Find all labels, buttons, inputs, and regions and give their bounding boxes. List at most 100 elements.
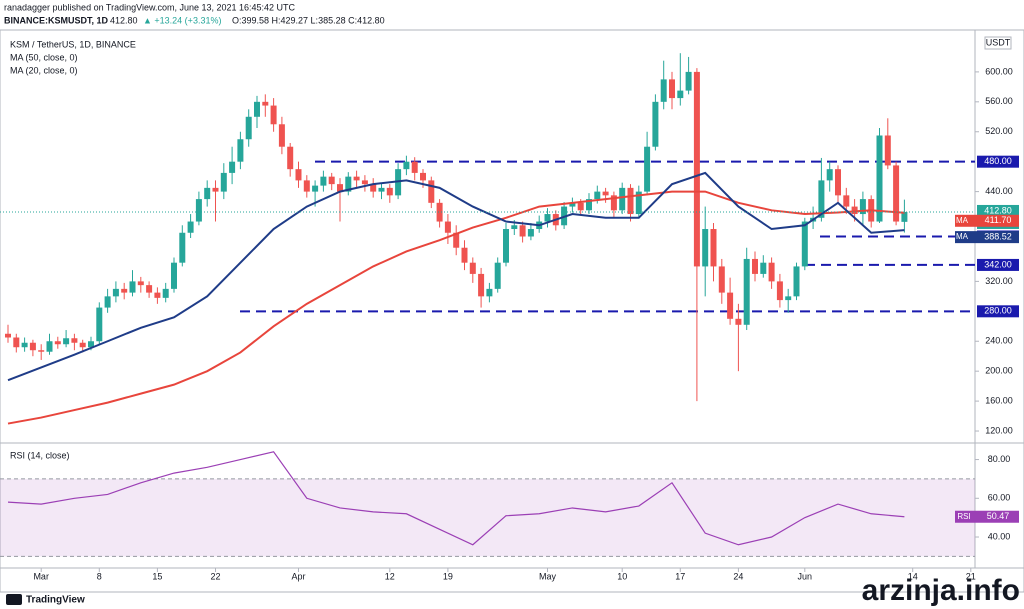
candle-body — [619, 187, 626, 211]
x-tick-label: 17 — [675, 571, 685, 581]
candle-body — [29, 342, 36, 351]
frame — [0, 29, 1024, 593]
candle-body — [361, 180, 368, 185]
rsi-band — [0, 478, 975, 557]
candle-body — [204, 187, 211, 200]
chart-title: KSM / TetherUS, 1D, BINANCE — [10, 39, 136, 49]
level-tag — [977, 155, 1019, 168]
candle-body — [71, 338, 78, 343]
x-tick-label: 21 — [966, 571, 976, 581]
rsi-line — [7, 451, 905, 546]
last-price: 412.80 — [110, 15, 138, 25]
rsi-tick-label: 40.00 — [988, 531, 1011, 541]
x-tick-label: May — [539, 571, 557, 581]
x-tick-label: Apr — [291, 571, 305, 581]
candle-body — [46, 341, 53, 352]
x-tick-label: 12 — [385, 571, 395, 581]
candle-body — [137, 281, 144, 286]
y-tick-label: 560.00 — [985, 96, 1013, 106]
candle-body — [785, 296, 792, 301]
legend-ma20: MA (20, close, 0) — [10, 65, 78, 75]
rsi-tag-name: RSI — [957, 512, 970, 521]
x-tick-label: 24 — [733, 571, 743, 581]
candle-body — [403, 161, 410, 170]
x-tick-label: 10 — [617, 571, 627, 581]
candle-body — [428, 180, 435, 203]
candle-body — [38, 350, 45, 352]
candle-body — [5, 333, 11, 338]
candle-body — [876, 135, 883, 222]
candle-body — [586, 199, 592, 211]
header: ranadagger published on TradingView.com,… — [4, 2, 296, 12]
candle-body — [112, 288, 119, 297]
candle-body — [345, 176, 352, 192]
candle-body — [776, 281, 783, 301]
y-tick-label: 320.00 — [985, 276, 1013, 286]
candle-body — [162, 288, 169, 298]
candle-body — [278, 124, 285, 147]
candle-body — [851, 206, 858, 215]
level-tag — [977, 305, 1019, 318]
candle-body — [121, 288, 128, 293]
ma-tag-label: 411.70 — [985, 215, 1012, 225]
candle-body — [237, 139, 244, 162]
candle-body — [453, 232, 460, 248]
candle-body — [627, 187, 634, 215]
rsi-tag — [955, 510, 1019, 523]
candle-body — [287, 146, 294, 170]
candle-body — [461, 247, 468, 263]
y-tick-label: 120.00 — [985, 425, 1013, 435]
ma-line — [7, 171, 905, 382]
candle-body — [669, 79, 675, 99]
candle-body — [826, 169, 833, 181]
y-tick-label: 240.00 — [985, 336, 1013, 346]
candle-body — [195, 199, 202, 222]
candle-body — [13, 337, 20, 348]
legend-ma50: MA (50, close, 0) — [10, 52, 78, 62]
candle-body — [660, 79, 667, 102]
candle-body — [727, 292, 734, 319]
rsi-tick-label: 60.00 — [988, 493, 1011, 503]
candle-body — [79, 342, 86, 348]
y-tick-label: 440.00 — [985, 186, 1013, 196]
candle-body — [469, 262, 476, 274]
x-tick-label: Jun — [798, 571, 813, 581]
candle-body — [652, 101, 659, 147]
candle-body — [843, 195, 850, 207]
last-price-label: 412.80 — [984, 205, 1012, 215]
ma-tag — [955, 214, 1019, 227]
y-tick-label: 520.00 — [985, 126, 1013, 136]
candle-body — [527, 229, 534, 237]
candle-body — [544, 214, 551, 222]
candle-body — [295, 169, 302, 181]
candle-body — [793, 266, 800, 297]
candle-body — [63, 338, 70, 345]
candle-body — [511, 225, 518, 230]
candle-body — [735, 318, 742, 325]
candle-body — [635, 191, 642, 215]
ma-tag — [955, 231, 1019, 244]
ma-tag-name: MA — [956, 216, 969, 225]
change: ▲ +13.24 (+3.31%) — [143, 15, 221, 25]
candle-body — [444, 221, 451, 233]
currency: USDT — [986, 37, 1011, 47]
candle-body — [718, 266, 725, 293]
candle-body — [370, 184, 377, 192]
candle-body — [179, 232, 186, 263]
candle-body — [569, 202, 576, 207]
candle-body — [893, 165, 900, 222]
candle-body — [752, 258, 758, 274]
candle-body — [685, 71, 692, 91]
candle-body — [270, 105, 277, 125]
candle-body — [187, 221, 194, 233]
brand: TradingView — [26, 595, 85, 606]
y-tick-label: 600.00 — [985, 66, 1013, 76]
candle-body — [312, 185, 319, 192]
x-tick-label: 19 — [443, 571, 453, 581]
candle-body — [478, 273, 485, 297]
candle-body — [337, 184, 343, 192]
candle-body — [353, 176, 360, 181]
candle-body — [494, 262, 501, 289]
candle-body — [710, 229, 717, 267]
x-tick-label: 15 — [152, 571, 162, 581]
